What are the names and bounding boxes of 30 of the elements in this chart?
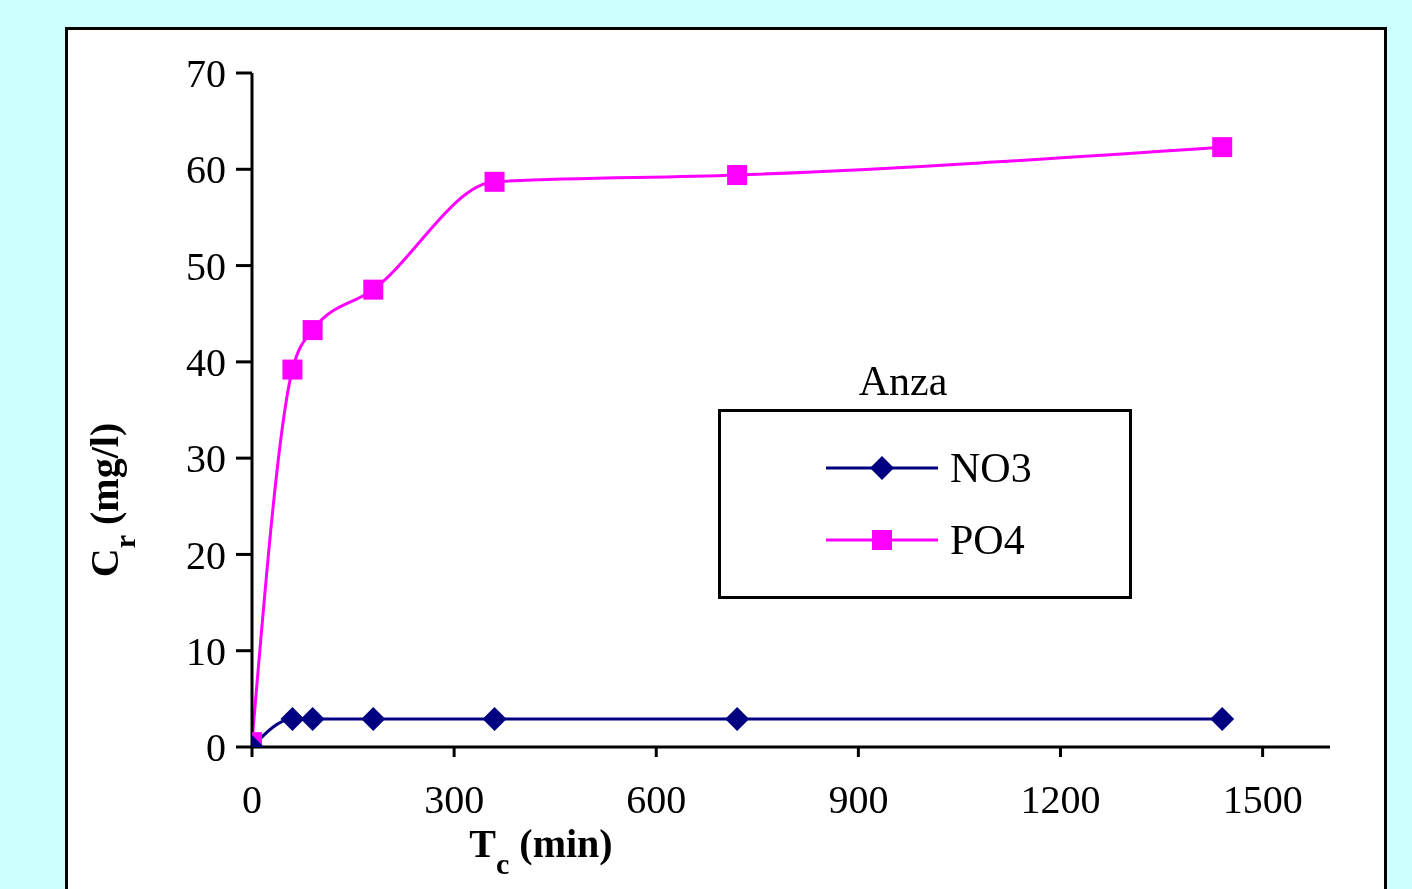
y-tick-label: 10 <box>186 628 226 674</box>
point <box>1212 137 1233 158</box>
x-tick-label: 1200 <box>1020 777 1101 823</box>
y-tick-label: 0 <box>206 725 226 771</box>
point <box>484 171 505 192</box>
point <box>302 320 323 341</box>
point <box>482 707 507 732</box>
point <box>363 279 384 300</box>
y-tick-label: 20 <box>186 532 226 578</box>
legend-label: PO4 <box>950 516 1025 564</box>
point <box>300 707 325 732</box>
y-tick-label: 40 <box>186 340 226 386</box>
y-tick-label: 30 <box>186 436 226 482</box>
legend-label: NO3 <box>950 444 1032 492</box>
point <box>1210 707 1235 732</box>
y-tick-label: 70 <box>186 51 226 97</box>
x-axis-title: T$_{c}$ (min) <box>469 821 613 880</box>
point <box>282 359 303 380</box>
x-tick-label: 0 <box>242 777 262 823</box>
legend-title: Anza <box>857 357 949 405</box>
x-tick-label: 1500 <box>1222 777 1303 823</box>
x-tick-label: 300 <box>424 777 485 823</box>
x-tick-label: 600 <box>626 777 687 823</box>
y-tick-label: 60 <box>186 147 226 193</box>
y-tick-label: 50 <box>186 243 226 289</box>
point <box>725 707 750 732</box>
point <box>727 165 748 186</box>
x-tick-label: 900 <box>828 777 889 823</box>
point <box>280 707 305 732</box>
point <box>361 707 386 732</box>
